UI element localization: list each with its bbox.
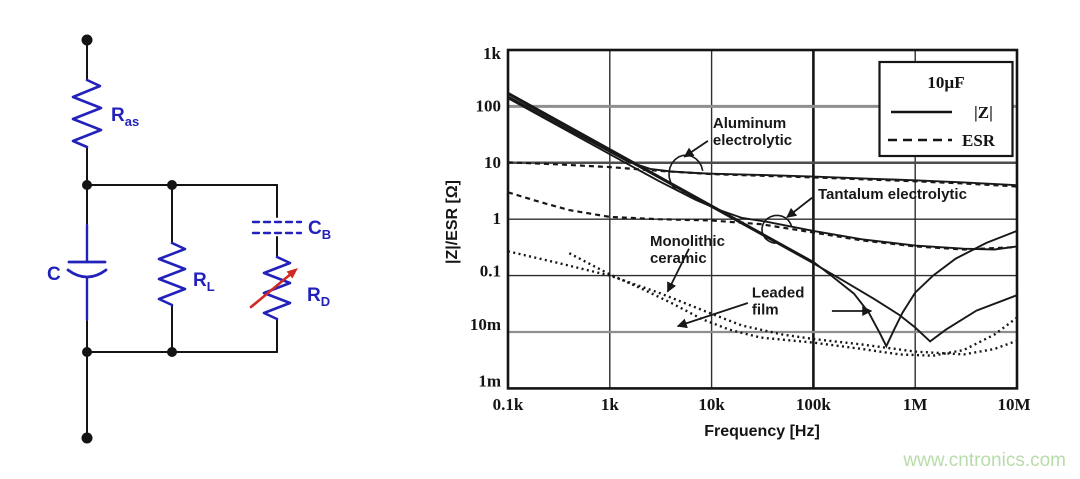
impedance-chart: 0.1k 1k 10k 100k 1M 10M 1k 100 10 1 0.1 10m 1m Alumin… bbox=[444, 44, 1031, 440]
y-tick-label: 10m bbox=[470, 315, 501, 334]
junction-dot bbox=[82, 347, 92, 357]
annotation-arrow-tantalum bbox=[786, 197, 813, 219]
annotation-ceramic: ceramic bbox=[650, 250, 707, 267]
variable-resistor-arrowhead-icon bbox=[286, 268, 298, 279]
terminal-dot-top bbox=[81, 34, 93, 46]
x-tick-label: 10k bbox=[698, 395, 725, 414]
series-tantalum-esr bbox=[507, 191, 1018, 251]
label-rd: RD bbox=[307, 285, 330, 309]
series-aluminum-esr bbox=[507, 161, 1018, 188]
annotation-tantalum: Tantalum electrolytic bbox=[818, 186, 967, 203]
x-tick-label: 100k bbox=[796, 395, 832, 414]
junction-dot bbox=[82, 180, 92, 190]
capacitor-c-plate-curved bbox=[66, 268, 108, 279]
variable-resistor-arrow-icon bbox=[249, 271, 294, 309]
annotation-aluminum: Aluminum bbox=[713, 115, 786, 132]
junction-dot bbox=[167, 180, 177, 190]
annotation-hook-aluminum bbox=[668, 154, 704, 194]
plot-frame bbox=[506, 48, 1019, 390]
annotation-hook-tantalum bbox=[761, 214, 793, 245]
legend-label: |Z| bbox=[974, 103, 993, 122]
annotation-film: Leaded bbox=[752, 285, 805, 302]
legend-label: ESR bbox=[962, 131, 996, 150]
watermark: www.cntronics.com bbox=[902, 450, 1066, 471]
x-tick-label: 0.1k bbox=[493, 395, 524, 414]
x-axis-title: Frequency [Hz] bbox=[704, 423, 820, 440]
y-tick-label: 1 bbox=[493, 209, 502, 228]
legend-title: 10µF bbox=[927, 73, 964, 92]
y-tick-label: 1m bbox=[478, 371, 501, 390]
annotation-arrow-film bbox=[676, 302, 749, 329]
resistor-rd bbox=[262, 255, 292, 321]
annotation-ceramic: Monolithic bbox=[650, 233, 725, 250]
circuit-diagram: Ras C RL CB RD bbox=[47, 34, 331, 444]
annotation-film: film bbox=[752, 302, 779, 319]
label-cb: CB bbox=[308, 218, 331, 242]
x-tick-label: 10M bbox=[997, 395, 1030, 414]
y-axis-title: |Z|/ESR [Ω] bbox=[444, 180, 461, 264]
annotation-arrow-aluminum bbox=[683, 140, 709, 158]
series-ceramic-z bbox=[507, 93, 1018, 343]
annotation-aluminum: electrolytic bbox=[713, 132, 792, 149]
resistor-rl bbox=[157, 241, 187, 307]
y-tick-label: 1k bbox=[483, 44, 502, 63]
annotation-arrow-ceramic bbox=[666, 248, 690, 293]
x-tick-label: 1M bbox=[903, 395, 928, 414]
label-ras: Ras bbox=[111, 105, 139, 129]
legend-box bbox=[878, 60, 1014, 158]
y-tick-label: 0.1 bbox=[480, 262, 501, 281]
label-c: C bbox=[47, 264, 61, 285]
y-tick-label: 10 bbox=[484, 153, 501, 172]
x-tick-label: 1k bbox=[601, 395, 620, 414]
resistor-ras bbox=[71, 78, 103, 149]
label-rl: RL bbox=[193, 270, 215, 294]
y-tick-label: 100 bbox=[476, 96, 502, 115]
junction-dot bbox=[167, 347, 177, 357]
series-ceramic-esr bbox=[507, 250, 1018, 356]
terminal-dot-bottom bbox=[81, 432, 93, 444]
series-film-esr bbox=[568, 252, 1018, 357]
